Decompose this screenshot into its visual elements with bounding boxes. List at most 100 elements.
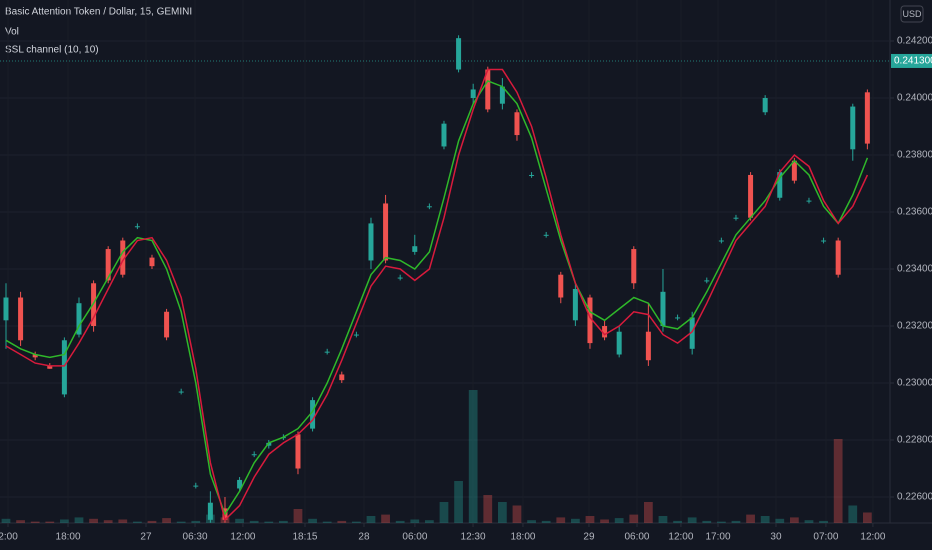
- candle-body: [207, 502, 213, 520]
- volume-bar: [308, 518, 317, 523]
- candle-body: [91, 283, 97, 327]
- volume-bar: [848, 505, 858, 523]
- volume-bar: [410, 519, 420, 523]
- volume-bar: [279, 520, 288, 523]
- volume-bar: [133, 521, 142, 523]
- volume-bar: [351, 521, 361, 523]
- candle-body: [602, 326, 608, 338]
- volume-bar: [731, 520, 741, 523]
- candle-body: [529, 174, 535, 176]
- volume-bar: [16, 520, 25, 523]
- volume-bar: [366, 516, 376, 523]
- candle-body: [76, 303, 82, 335]
- volume-bar: [381, 514, 390, 523]
- candle-body: [558, 274, 564, 298]
- candle-body: [18, 297, 24, 341]
- volume-bar: [45, 521, 55, 523]
- chart-title: Basic Attention Token / Dollar, 15, GEMI…: [5, 7, 192, 18]
- candle-body: [791, 160, 797, 181]
- last-price-box: [891, 53, 932, 68]
- volume-bar: [658, 516, 668, 523]
- y-tick-label: 0.242000: [897, 36, 932, 47]
- x-tick-label: 07:00: [813, 532, 838, 543]
- candle-body: [689, 317, 695, 349]
- volume-bar: [702, 520, 712, 523]
- candle-body: [835, 240, 841, 275]
- candle-body: [61, 340, 67, 395]
- candle-body: [120, 240, 126, 275]
- legend-ssl: SSL channel (10, 10): [5, 45, 99, 56]
- candle-body: [426, 206, 432, 208]
- volume-bar: [585, 516, 595, 523]
- candle-body: [412, 246, 418, 252]
- candle-body: [660, 291, 666, 327]
- last-price-label: 0.241300: [894, 56, 932, 67]
- ssl-line: [5, 79, 869, 516]
- candle-body: [499, 86, 505, 104]
- volume-bar: [775, 518, 785, 523]
- x-tick-label: 18:00: [56, 532, 81, 543]
- volume-bar: [337, 520, 347, 523]
- volume-bar: [746, 514, 755, 523]
- volume-bar: [556, 517, 566, 523]
- candle-body: [748, 174, 754, 218]
- volume-bar: [716, 521, 726, 523]
- candle-body: [353, 334, 359, 336]
- candle-body: [178, 391, 184, 393]
- candle-body: [32, 354, 38, 358]
- volume-bar: [264, 521, 274, 523]
- currency-button[interactable]: [900, 5, 924, 23]
- x-tick-label: 2:00: [0, 532, 18, 543]
- volume-bar: [833, 439, 843, 523]
- volume-bar: [643, 502, 653, 523]
- x-tick-label: 28: [358, 532, 370, 543]
- volume-bar: [497, 502, 507, 523]
- volume-bar: [760, 516, 770, 523]
- x-tick-label: 29: [583, 532, 595, 543]
- candle-body: [631, 249, 637, 284]
- x-tick-label: 30: [770, 532, 782, 543]
- candle-body: [514, 112, 520, 136]
- candle-body: [237, 479, 243, 489]
- candle-body: [616, 331, 622, 355]
- volume-bar: [191, 520, 201, 523]
- x-tick-label: 12:00: [860, 532, 885, 543]
- candle-body: [266, 442, 272, 446]
- currency-label[interactable]: USD: [902, 9, 922, 19]
- volume-bar: [249, 520, 259, 523]
- candle-body: [397, 277, 403, 279]
- volume-bar: [74, 517, 84, 523]
- x-tick-label: 12:00: [230, 532, 255, 543]
- candle-body: [164, 311, 170, 338]
- x-tick-label: 12:00: [668, 532, 693, 543]
- volume-bar: [147, 520, 157, 523]
- volume-bar: [629, 514, 639, 523]
- volume-bar: [804, 520, 814, 523]
- candle-body: [704, 280, 710, 282]
- x-tick-label: 18:00: [510, 532, 535, 543]
- candle-body: [47, 365, 53, 369]
- volume-bar: [118, 519, 128, 523]
- volume-bar: [235, 518, 244, 523]
- volume-bar: [512, 505, 522, 523]
- ssl-line: [5, 68, 869, 522]
- candle-body: [587, 297, 593, 344]
- volume-bar: [1, 518, 11, 523]
- volume-bar: [483, 495, 493, 523]
- candle-body: [310, 400, 316, 429]
- candle-body: [675, 317, 681, 319]
- candle-body: [850, 106, 856, 150]
- x-tick-label: 12:30: [461, 532, 486, 543]
- volume-bar: [176, 521, 186, 523]
- volume-bar: [614, 518, 624, 523]
- candle-body: [324, 351, 330, 353]
